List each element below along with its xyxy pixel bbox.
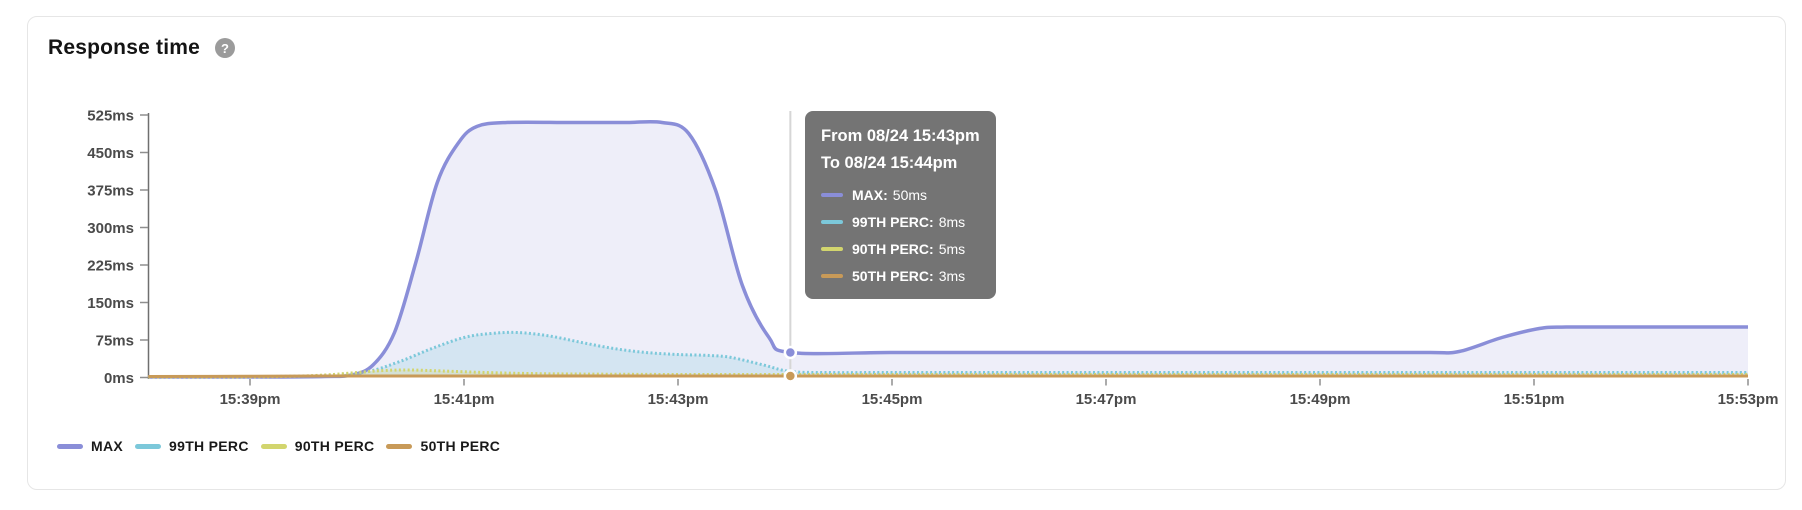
x-axis-label: 15:43pm [648, 391, 709, 408]
x-axis-label: 15:51pm [1504, 391, 1565, 408]
tooltip-series-label: 99TH PERC: [852, 214, 934, 230]
tooltip-series-value: 3ms [938, 268, 966, 284]
tooltip-series-value: 50ms [892, 187, 928, 203]
x-axis-label: 15:41pm [434, 391, 495, 408]
series-line-max [148, 119, 1748, 379]
tooltip-from: From 08/24 15:43pm [821, 127, 980, 145]
legend-label: 90TH PERC [294, 438, 375, 454]
legend-label: 99TH PERC [169, 438, 249, 454]
y-axis-label: 375ms [87, 183, 134, 200]
legend-item-max[interactable]: MAX [57, 438, 123, 454]
tooltip-row: MAX: 50ms [821, 186, 980, 204]
tooltip-row: 50TH PERC: 3ms [821, 267, 980, 285]
tooltip-rows: MAX: 50ms 99TH PERC: 8ms 90TH PERC: 5ms … [821, 186, 980, 285]
x-axis-label: 15:53pm [1718, 391, 1779, 408]
legend-swatch-99th-perc-icon [135, 443, 162, 449]
chart-header: Response time ? [48, 36, 235, 60]
y-axis-label: 300ms [87, 220, 134, 237]
tooltip-series-label: 90TH PERC: [852, 241, 934, 257]
hover-dot-50th-perc [783, 369, 798, 383]
y-axis-label: 75ms [96, 333, 134, 350]
legend-swatch-50th-perc-icon [386, 443, 413, 449]
y-axis-label: 150ms [87, 295, 134, 312]
tooltip-series-value: 5ms [938, 241, 966, 257]
tooltip-row: 90TH PERC: 5ms [821, 240, 980, 258]
help-icon[interactable]: ? [214, 38, 235, 58]
series-area-99th-perc [148, 332, 1748, 378]
series-line-99th-perc [148, 330, 1748, 379]
y-axis-label: 225ms [87, 258, 134, 275]
y-axis-label: 525ms [87, 108, 134, 125]
legend-item-90th-perc[interactable]: 90TH PERC [260, 438, 375, 454]
tooltip-to: To 08/24 15:44pm [821, 154, 958, 172]
tooltip-series-swatch-icon [821, 274, 843, 278]
legend-label: 50TH PERC [420, 438, 501, 454]
legend-item-99th-perc[interactable]: 99TH PERC [135, 438, 249, 454]
y-axis-label: 0ms [104, 370, 134, 387]
legend-swatch-max-icon [57, 443, 83, 449]
x-axis-label: 15:39pm [220, 391, 281, 408]
series-area-max [148, 121, 1748, 378]
legend-swatch-90th-perc-icon [260, 443, 287, 449]
series-line-90th-perc [148, 368, 1748, 379]
tooltip: From 08/24 15:43pm To 08/24 15:44pm MAX:… [805, 111, 996, 299]
hover-dot-max [783, 345, 798, 360]
tooltip-series-swatch-icon [821, 193, 843, 197]
tooltip-series-label: MAX: [852, 187, 888, 203]
x-axis-label: 15:45pm [862, 391, 923, 408]
page-title: Response time [48, 36, 200, 59]
series-line-50th-perc [148, 374, 1748, 378]
tooltip-series-swatch-icon [821, 247, 843, 251]
tooltip-series-value: 8ms [938, 214, 966, 230]
legend: MAX 99TH PERC 90TH PERC 50TH PERC [57, 438, 500, 454]
legend-item-50th-perc[interactable]: 50TH PERC [386, 438, 500, 454]
legend-label: MAX [91, 438, 124, 454]
tooltip-row: 99TH PERC: 8ms [821, 213, 980, 231]
tooltip-series-swatch-icon [821, 220, 843, 224]
y-axis-label: 450ms [87, 145, 134, 162]
x-axis-label: 15:49pm [1290, 391, 1351, 408]
x-axis-label: 15:47pm [1076, 391, 1137, 408]
tooltip-series-label: 50TH PERC: [852, 268, 934, 284]
